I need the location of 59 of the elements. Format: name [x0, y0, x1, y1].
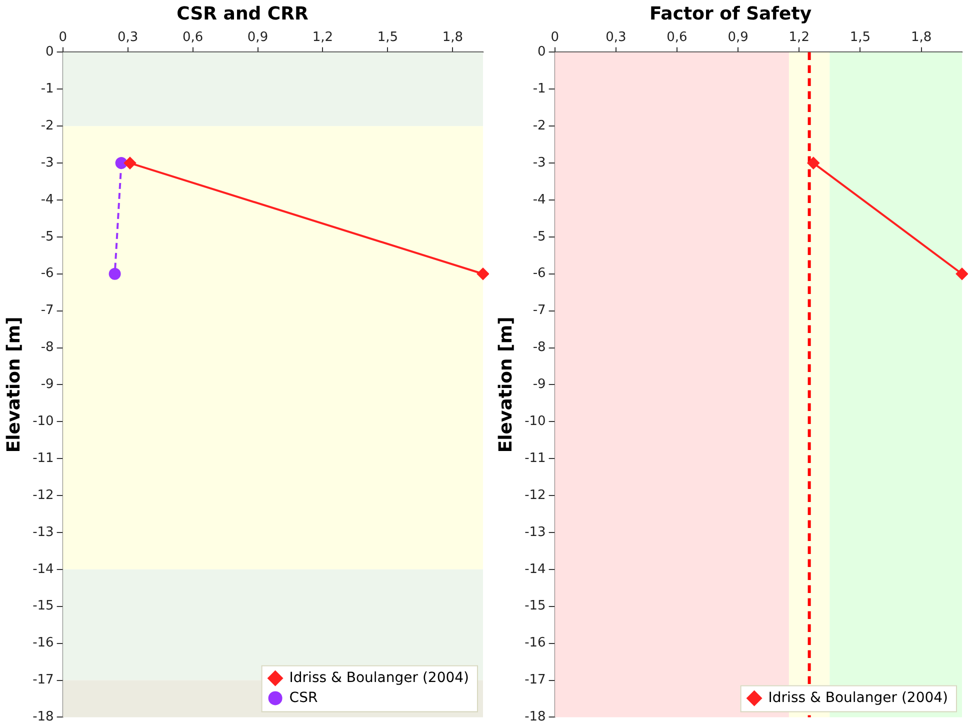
x-tick-label: 1,8 [910, 30, 932, 45]
x-tick-label: 1,5 [850, 30, 871, 45]
y-tick-label: -18 [32, 710, 54, 725]
chart-title: Factor of Safety [649, 3, 812, 24]
x-tick-label: 1,5 [377, 30, 398, 45]
y-tick-label: -13 [524, 524, 546, 540]
x-tick-label: 0 [58, 30, 67, 45]
y-tick-label: -9 [40, 377, 54, 392]
legend-label: Idriss & Boulanger (2004) [768, 690, 948, 706]
x-tick-label: 0,3 [606, 30, 626, 45]
x-tick-label: 0,6 [182, 30, 204, 45]
y-tick-label: -12 [32, 488, 54, 503]
y-tick-label: -15 [524, 598, 546, 614]
y-axis-title: Elevation [m] [495, 316, 516, 453]
y-tick-label: -1 [40, 82, 54, 97]
y-tick-label: 0 [538, 44, 546, 60]
y-tick-label: -3 [40, 155, 54, 170]
y-tick-label: -8 [532, 340, 546, 356]
chart-title: CSR and CRR [176, 3, 308, 24]
x-tick-label: 0,6 [666, 30, 688, 45]
y-tick-label: -10 [524, 414, 546, 430]
y-tick-label: -6 [532, 266, 546, 282]
y-tick-label: -15 [32, 598, 54, 614]
y-tick-label: -5 [40, 229, 54, 244]
y-tick-label: -11 [524, 450, 546, 466]
y-tick-label: -4 [40, 192, 54, 208]
y-tick-label: -16 [32, 636, 54, 651]
legend-label: CSR [289, 690, 318, 706]
x-tick-label: 0,3 [117, 30, 138, 45]
x-tick-label: 1,2 [312, 30, 334, 45]
legend-label: Idriss & Boulanger (2004) [289, 670, 470, 686]
y-tick-label: -8 [40, 340, 54, 356]
x-tick-label: 0,9 [728, 30, 748, 45]
y-tick-label: -14 [524, 562, 546, 577]
y-tick-label: -11 [32, 450, 54, 466]
y-tick-label: -2 [532, 118, 546, 134]
y-axis-title: Elevation [m] [3, 316, 24, 453]
y-tick-label: -17 [524, 672, 546, 688]
y-tick-label: -16 [524, 636, 546, 651]
y-tick-label: -1 [532, 82, 546, 97]
x-tick-label: 0,9 [247, 30, 268, 45]
y-tick-label: -6 [40, 266, 54, 282]
y-tick-label: -12 [524, 488, 546, 503]
y-tick-label: -14 [32, 562, 54, 577]
y-tick-label: -3 [532, 155, 546, 170]
y-tick-label: -9 [532, 377, 546, 392]
x-tick-label: 1,8 [442, 30, 464, 45]
y-tick-label: -10 [32, 414, 54, 430]
y-tick-label: -18 [524, 710, 546, 725]
y-tick-label: -5 [532, 229, 546, 244]
y-tick-label: -4 [532, 192, 546, 208]
y-tick-label: -2 [40, 118, 54, 134]
y-tick-label: 0 [46, 44, 54, 60]
y-tick-label: -17 [32, 672, 54, 688]
x-tick-label: 1,2 [788, 30, 810, 45]
y-tick-label: -13 [32, 524, 54, 540]
y-tick-label: -7 [532, 303, 546, 318]
x-tick-label: 0 [550, 30, 559, 45]
y-tick-label: -7 [40, 303, 54, 318]
